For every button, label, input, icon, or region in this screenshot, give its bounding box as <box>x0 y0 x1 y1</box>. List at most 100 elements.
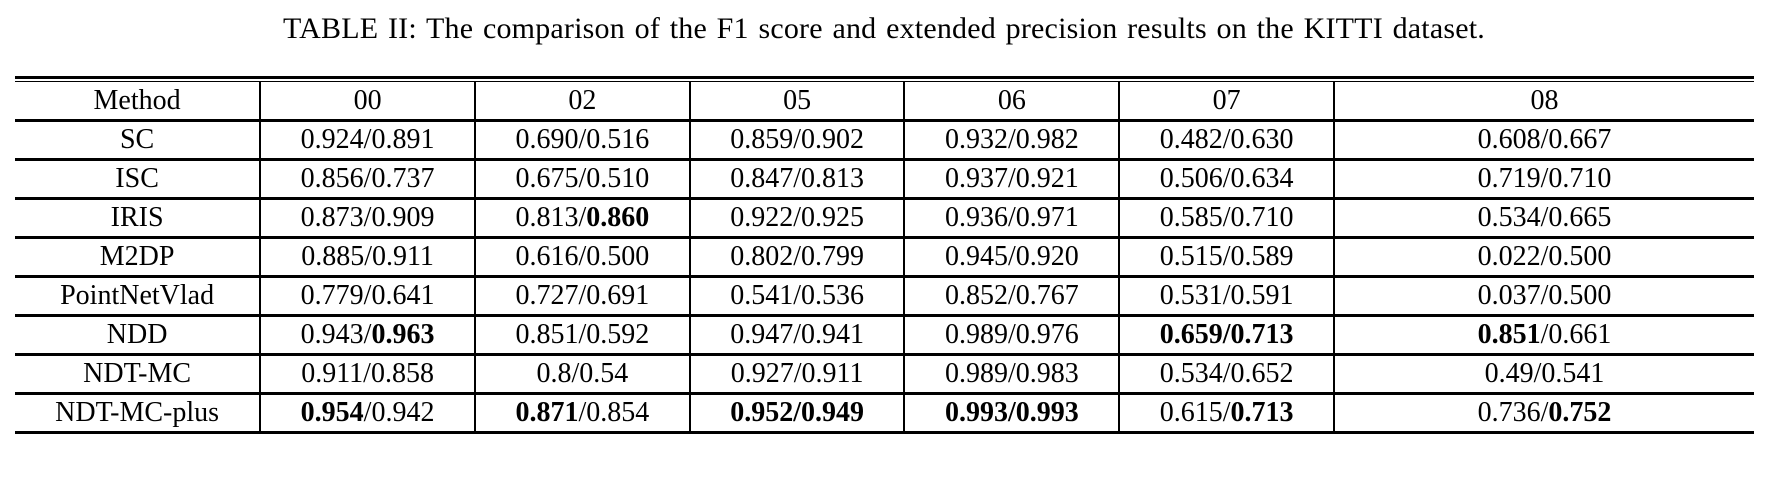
f1-value: 0.482 <box>1159 124 1223 155</box>
value-separator: / <box>1007 241 1016 272</box>
score-cell: 0.515/0.589 <box>1119 237 1336 278</box>
score-cell: 0.615/0.713 <box>1119 393 1336 434</box>
score-cell: 0.932/0.982 <box>904 120 1121 161</box>
score-cell: 0.993/0.993 <box>904 393 1121 434</box>
col-header-seq-08: 08 <box>1334 81 1754 122</box>
value-separator: / <box>1222 358 1231 389</box>
table-row: M2DP 0.885/0.911 0.616/0.500 0.802/0.799 0.9… <box>15 237 1754 278</box>
score-cell: 0.531/0.591 <box>1119 276 1336 317</box>
value-separator: / <box>578 124 587 155</box>
f1-value: 0.585 <box>1159 202 1223 233</box>
value-separator: / <box>1007 397 1016 428</box>
f1-value: 0.932 <box>944 124 1008 155</box>
value-separator: / <box>1007 280 1016 311</box>
col-header-seq-00: 00 <box>260 81 476 122</box>
f1-value: 0.989 <box>944 358 1008 389</box>
extended-precision-value: 0.925 <box>800 202 864 233</box>
f1-value: 0.922 <box>730 202 794 233</box>
extended-precision-value: 0.767 <box>1015 280 1079 311</box>
value-separator: / <box>578 319 587 350</box>
value-separator: / <box>1540 241 1549 272</box>
col-header-seq-06: 06 <box>904 81 1121 122</box>
score-cell: 0.659/0.713 <box>1119 315 1336 356</box>
f1-value: 0.727 <box>515 280 579 311</box>
f1-value: 0.943 <box>300 319 364 350</box>
score-cell: 0.719/0.710 <box>1334 159 1754 200</box>
col-header-seq-07: 07 <box>1119 81 1336 122</box>
score-cell: 0.736/0.752 <box>1334 393 1754 434</box>
extended-precision-value: 0.652 <box>1230 358 1294 389</box>
value-separator: / <box>363 202 372 233</box>
score-cell: 0.585/0.710 <box>1119 198 1336 239</box>
f1-value: 0.659 <box>1159 319 1223 350</box>
value-separator: / <box>578 397 587 428</box>
extended-precision-value: 0.982 <box>1015 124 1079 155</box>
score-cell: 0.989/0.983 <box>904 354 1121 395</box>
table-row: NDD 0.943/0.963 0.851/0.592 0.947/0.941 0.98… <box>15 315 1754 356</box>
f1-value: 0.49 <box>1484 358 1534 389</box>
extended-precision-value: 0.921 <box>1015 163 1079 194</box>
col-header-method: Method <box>15 81 262 122</box>
score-cell: 0.952/0.949 <box>689 393 906 434</box>
extended-precision-value: 0.860 <box>586 202 650 233</box>
value-separator: / <box>1222 319 1231 350</box>
table-row: SC 0.924/0.891 0.690/0.516 0.859/0.902 0.932… <box>15 120 1754 161</box>
score-cell: 0.847/0.813 <box>689 159 906 200</box>
method-cell: M2DP <box>15 237 262 278</box>
score-cell: 0.885/0.911 <box>260 237 476 278</box>
extended-precision-value: 0.710 <box>1230 202 1294 233</box>
f1-value: 0.927 <box>730 358 794 389</box>
value-separator: / <box>364 241 372 272</box>
score-cell: 0.8/0.54 <box>474 354 691 395</box>
score-cell: 0.690/0.516 <box>474 120 691 161</box>
f1-value: 0.802 <box>730 241 794 272</box>
value-separator: / <box>578 163 587 194</box>
f1-value: 0.871 <box>515 397 579 428</box>
f1-value: 0.515 <box>1159 241 1223 272</box>
score-cell: 0.49/0.541 <box>1334 354 1754 395</box>
f1-value: 0.873 <box>300 202 364 233</box>
f1-value: 0.736 <box>1477 397 1541 428</box>
value-separator: / <box>363 397 372 428</box>
f1-value: 0.616 <box>515 241 579 272</box>
extended-precision-value: 0.591 <box>1230 280 1294 311</box>
value-separator: / <box>363 280 372 311</box>
extended-precision-value: 0.589 <box>1230 241 1294 272</box>
extended-precision-value: 0.911 <box>371 241 434 272</box>
score-cell: 0.608/0.667 <box>1334 120 1754 161</box>
score-cell: 0.911/0.858 <box>260 354 476 395</box>
score-cell: 0.851/0.661 <box>1334 315 1754 356</box>
value-separator: / <box>1533 358 1542 389</box>
value-separator: / <box>363 319 372 350</box>
extended-precision-value: 0.858 <box>370 358 434 389</box>
extended-precision-value: 0.630 <box>1230 124 1294 155</box>
f1-value: 0.534 <box>1159 358 1223 389</box>
table-row: PointNetVlad 0.779/0.641 0.727/0.691 0.541/… <box>15 276 1754 317</box>
value-separator: / <box>793 397 801 428</box>
value-separator: / <box>363 124 372 155</box>
value-separator: / <box>1540 397 1549 428</box>
score-cell: 0.506/0.634 <box>1119 159 1336 200</box>
value-separator: / <box>1007 124 1016 155</box>
value-separator: / <box>571 358 580 389</box>
extended-precision-value: 0.592 <box>586 319 650 350</box>
score-cell: 0.675/0.510 <box>474 159 691 200</box>
f1-value: 0.993 <box>944 397 1008 428</box>
score-cell: 0.859/0.902 <box>689 120 906 161</box>
extended-precision-value: 0.713 <box>1230 397 1294 428</box>
score-cell: 0.871/0.854 <box>474 393 691 434</box>
f1-value: 0.945 <box>944 241 1008 272</box>
method-cell: NDT-MC-plus <box>15 393 262 434</box>
value-separator: / <box>793 319 801 350</box>
table-row: ISC 0.856/0.737 0.675/0.510 0.847/0.813 0.93… <box>15 159 1754 200</box>
value-separator: / <box>793 163 801 194</box>
score-cell: 0.616/0.500 <box>474 237 691 278</box>
score-cell: 0.937/0.921 <box>904 159 1121 200</box>
extended-precision-value: 0.665 <box>1548 202 1612 233</box>
extended-precision-value: 0.661 <box>1548 319 1612 350</box>
results-table: Method 00 02 05 06 07 08 SC 0.924/0.891 0.690/0.… <box>15 81 1754 434</box>
f1-value: 0.531 <box>1159 280 1223 311</box>
f1-value: 0.813 <box>515 202 579 233</box>
score-cell: 0.727/0.691 <box>474 276 691 317</box>
f1-value: 0.937 <box>944 163 1008 194</box>
